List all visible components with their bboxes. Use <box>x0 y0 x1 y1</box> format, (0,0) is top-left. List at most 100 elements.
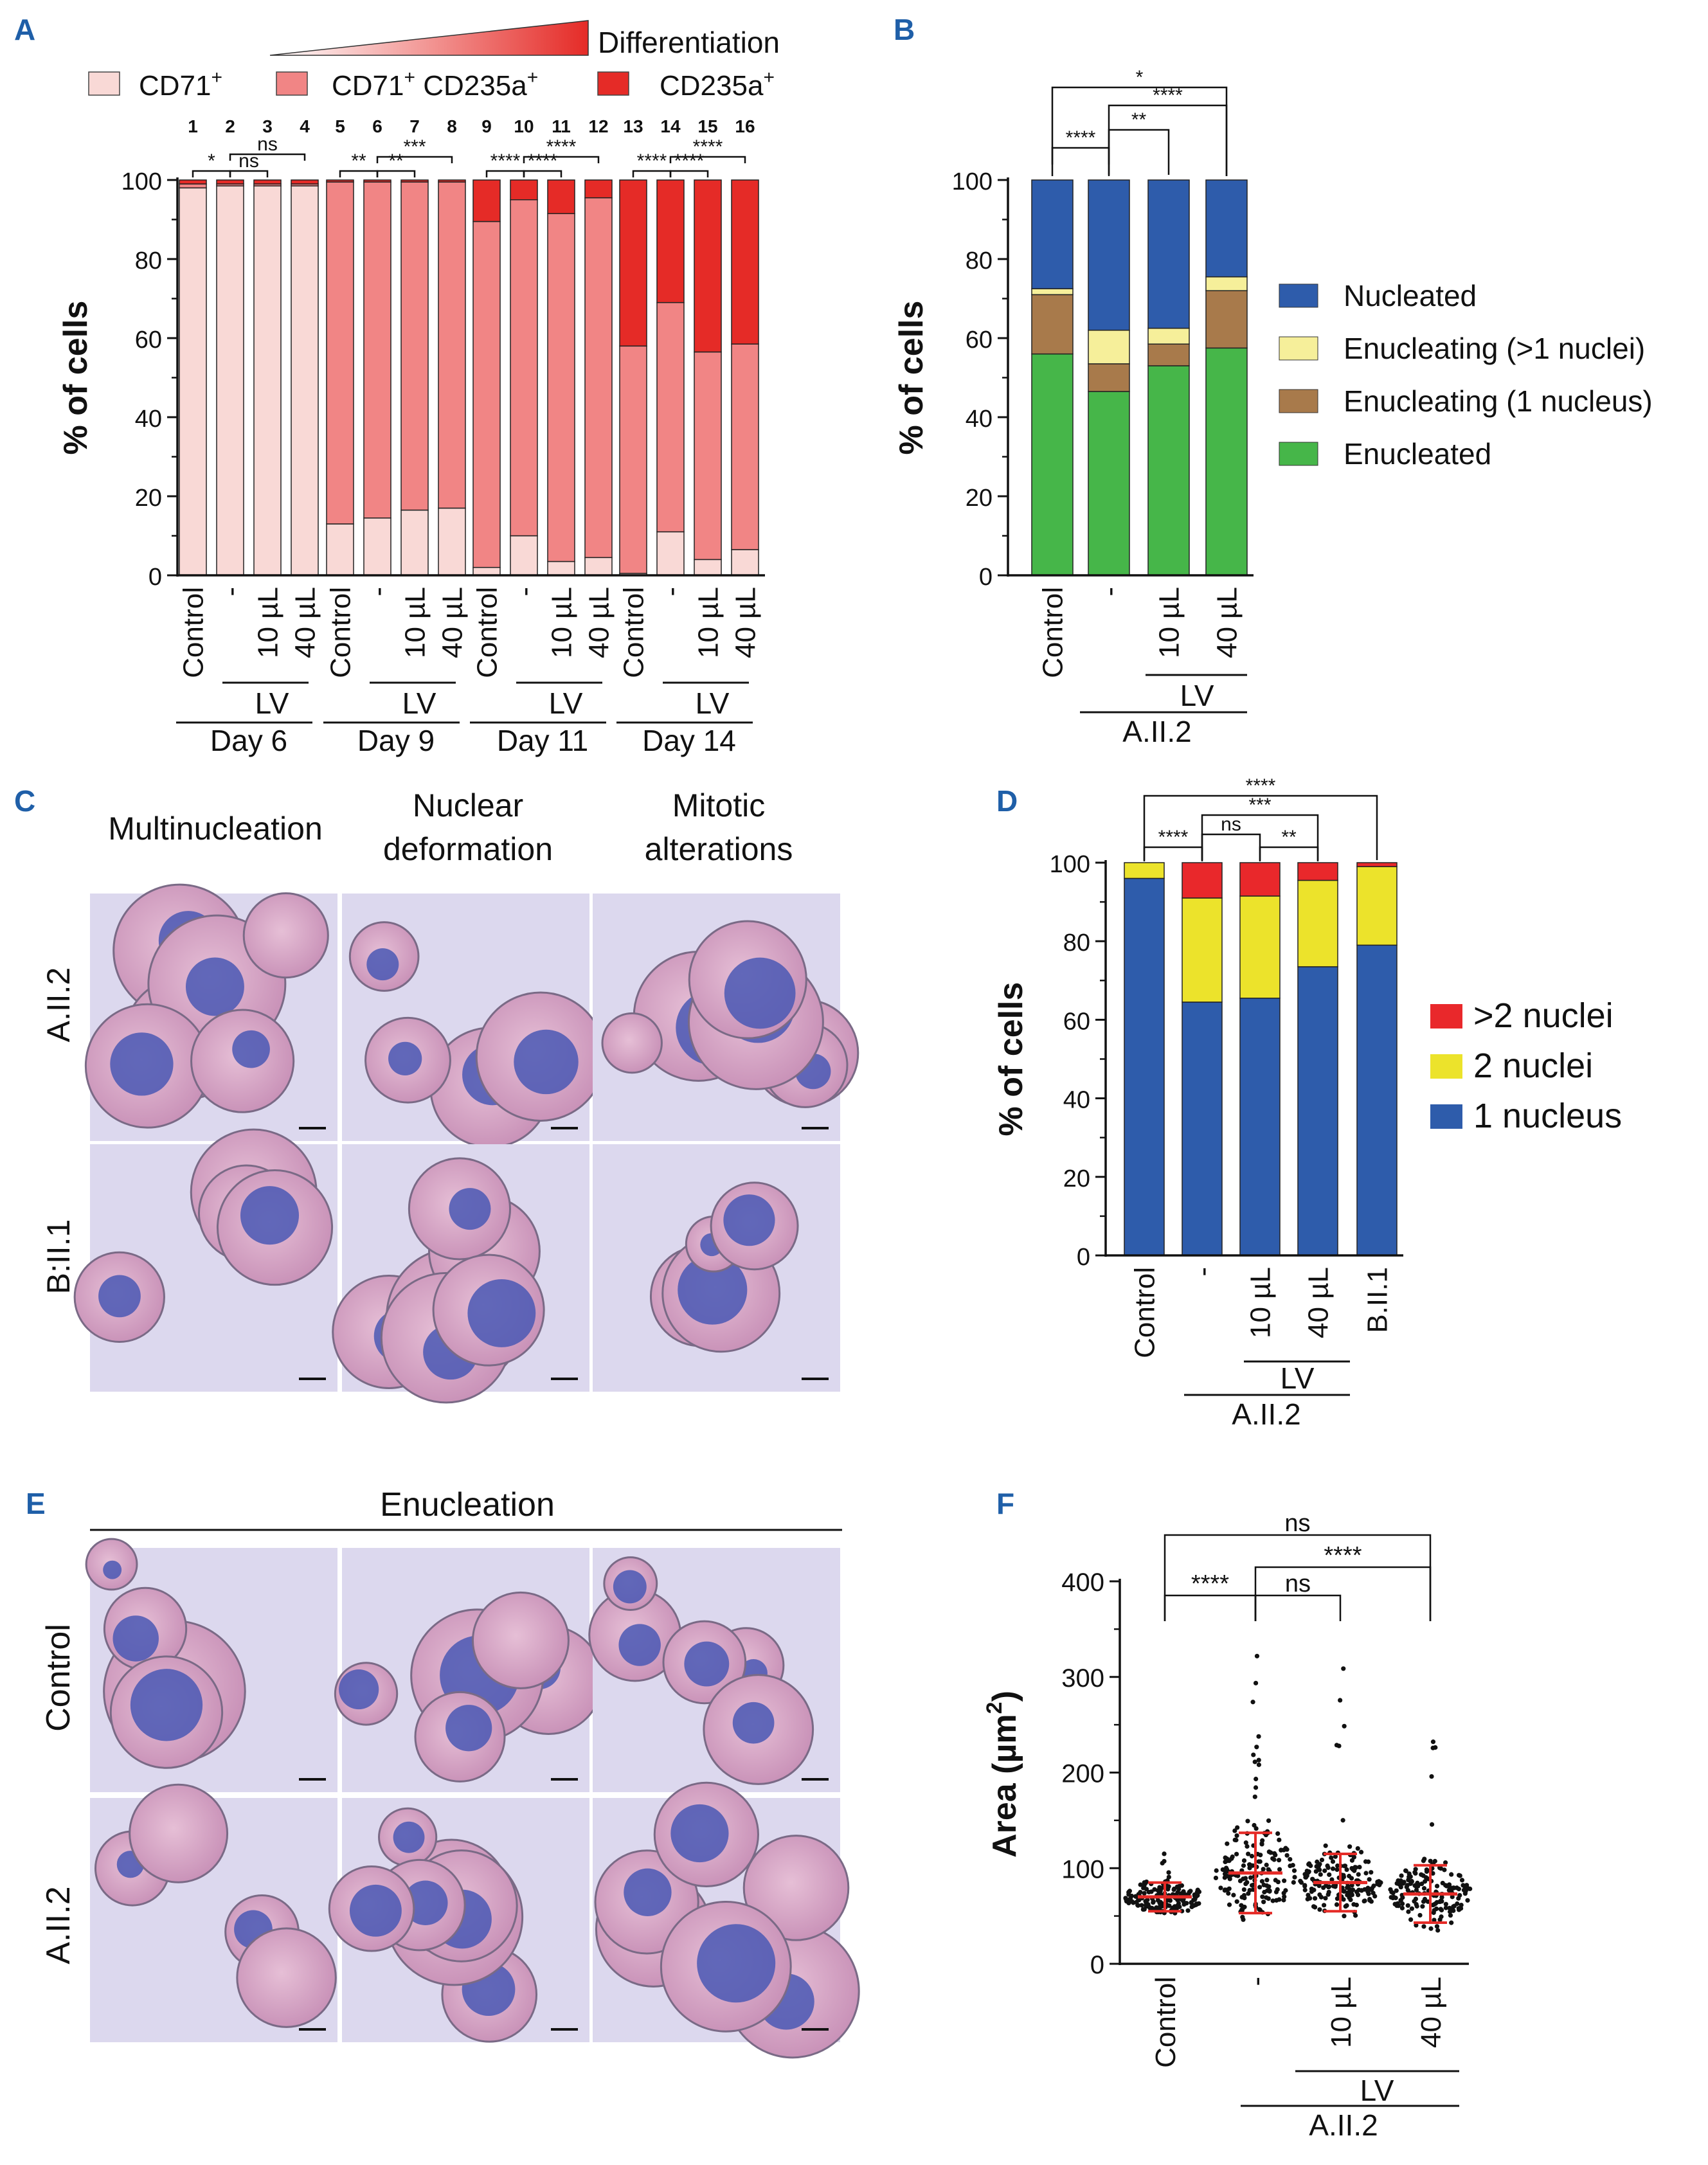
bar-segment-3 <box>619 179 647 347</box>
data-point <box>1245 1880 1250 1885</box>
data-point <box>1240 1914 1245 1919</box>
micrograph-e <box>588 1548 840 1792</box>
y-axis-title-main: Area (µm <box>986 1714 1023 1858</box>
data-point <box>1430 1871 1435 1876</box>
data-point <box>1246 1851 1251 1856</box>
data-point <box>1399 1892 1405 1898</box>
data-point <box>1194 1901 1200 1907</box>
data-point <box>1317 1892 1322 1898</box>
data-point <box>1443 1860 1448 1865</box>
data-point <box>1234 1851 1239 1856</box>
bar-segment-1 <box>1239 998 1281 1256</box>
data-point <box>1414 1923 1419 1928</box>
sig-f4-line <box>1164 1534 1432 1621</box>
row-label-aii2-e: A.II.2 <box>40 1886 77 1964</box>
bar-number: 13 <box>623 116 643 136</box>
nucleus <box>349 1884 402 1937</box>
nucleus <box>445 1705 492 1752</box>
data-point <box>1254 1776 1259 1782</box>
legend-d: >2 nuclei 2 nuclei 1 nucleus <box>1430 996 1622 1135</box>
y-axis-title-sup: 2 <box>982 1702 1007 1714</box>
chart-b: 0 20 40 60 80 100 % of cells Control - 10 µL 40 µL… <box>893 67 1254 748</box>
bar-segment-2 <box>363 181 391 519</box>
sig-a8-label: **** <box>528 150 558 172</box>
col-title-deformation: deformation <box>383 831 553 867</box>
bar-segment-2 <box>1297 879 1338 967</box>
bar-segment-1 <box>1182 1002 1223 1256</box>
sig-a9-line <box>523 156 600 163</box>
bar-segment-1 <box>1147 365 1190 576</box>
data-point <box>1434 1906 1439 1911</box>
col-title-alterations: alterations <box>645 831 793 867</box>
data-point <box>1334 1902 1340 1907</box>
data-point <box>1309 1889 1315 1894</box>
data-point <box>1438 1866 1443 1871</box>
x-category-label: 40 µL <box>1416 1977 1447 2048</box>
data-point <box>1335 1896 1340 1901</box>
row-label-control: Control <box>40 1624 77 1732</box>
data-point <box>1407 1874 1412 1880</box>
day-label: Day 14 <box>642 724 736 757</box>
data-point <box>1220 1867 1225 1873</box>
data-point <box>1249 1853 1255 1859</box>
bar-segment-3 <box>326 179 354 183</box>
sig-a9-label: **** <box>546 136 577 157</box>
data-point <box>1443 1905 1448 1910</box>
data-point <box>1274 1898 1279 1903</box>
bar-number: 10 <box>514 116 534 136</box>
bar-segment-4 <box>1147 179 1190 329</box>
sig-d2-line <box>1201 833 1261 860</box>
data-point <box>1326 1885 1331 1890</box>
data-point <box>1409 1878 1414 1884</box>
bar-number: 15 <box>697 116 717 136</box>
cell <box>742 1835 850 1941</box>
legend-label-two: 2 nuclei <box>1473 1047 1593 1085</box>
sig-a5-label: ** <box>388 150 404 172</box>
data-point <box>1214 1868 1219 1873</box>
bar-number: 9 <box>481 116 492 136</box>
data-point <box>1452 1903 1457 1909</box>
bar-segment-2 <box>510 199 538 537</box>
data-point <box>1284 1847 1290 1852</box>
nucleus <box>684 1641 730 1687</box>
data-point <box>1459 1878 1465 1883</box>
sig-a6-line <box>376 156 453 163</box>
data-point <box>1222 1875 1227 1880</box>
data-point <box>1406 1909 1411 1914</box>
data-point <box>1173 1906 1178 1911</box>
sig-a1-line <box>192 170 231 177</box>
nucleus <box>514 1029 579 1095</box>
data-point <box>1277 1867 1282 1872</box>
data-point <box>1248 1875 1254 1880</box>
data-point <box>1143 1903 1148 1908</box>
sig-f3-label: **** <box>1324 1542 1362 1569</box>
data-point <box>1226 1891 1231 1896</box>
legend-swatch-two <box>1430 1054 1462 1079</box>
bar-segment-1 <box>547 561 575 576</box>
sig-a11-line <box>669 170 709 177</box>
nucleus <box>130 1669 203 1741</box>
data-point <box>1256 1734 1261 1739</box>
sig-b2-line <box>1108 129 1170 175</box>
data-point <box>1251 1752 1256 1757</box>
data-point <box>1259 1879 1264 1884</box>
data-point <box>1457 1873 1462 1878</box>
x-category-label: 40 µL <box>1211 587 1243 658</box>
bar-segment-2 <box>656 301 685 533</box>
data-point <box>1264 1895 1269 1900</box>
y-axis-title: Area (µm2) <box>982 1691 1023 1858</box>
data-point <box>1234 1837 1239 1843</box>
data-point <box>1414 1887 1419 1892</box>
micrograph-c <box>73 1128 337 1392</box>
legend-swatch-enucleated <box>1279 442 1318 466</box>
data-point <box>1261 1867 1266 1872</box>
nucleus <box>613 1570 647 1604</box>
y-tick-label: 0 <box>979 564 993 591</box>
lv-label: LV <box>549 687 583 720</box>
data-point <box>1393 1895 1398 1901</box>
data-point <box>1434 1883 1440 1889</box>
bar-segment-3 <box>1239 862 1281 897</box>
data-point <box>1184 1901 1189 1906</box>
data-point <box>1277 1837 1282 1842</box>
legend-label-enucleated: Enucleated <box>1344 437 1491 471</box>
